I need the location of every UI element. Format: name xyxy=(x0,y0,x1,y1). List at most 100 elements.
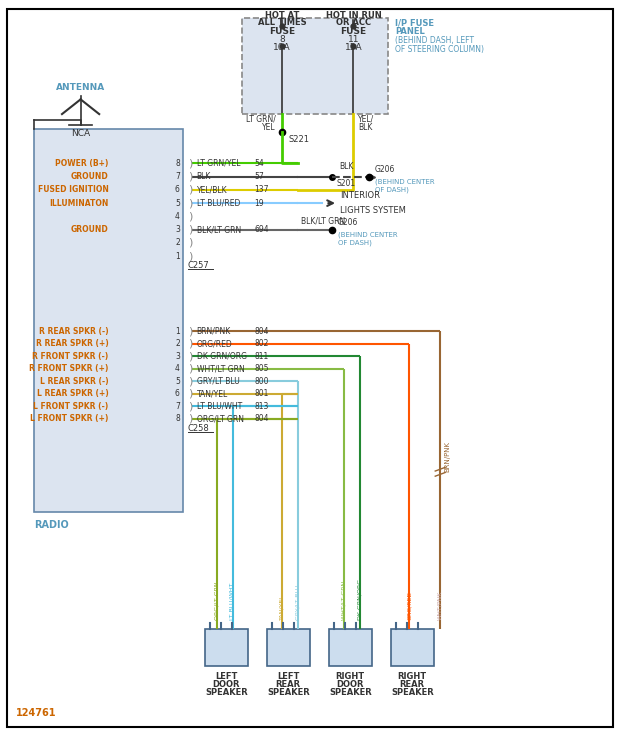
Text: YEL: YEL xyxy=(262,123,276,132)
Text: (BEHIND CENTER: (BEHIND CENTER xyxy=(375,179,435,185)
Text: YEL/BLK: YEL/BLK xyxy=(197,185,227,194)
Text: ILLUMINATON: ILLUMINATON xyxy=(49,199,108,208)
Text: 15A: 15A xyxy=(345,43,362,52)
Text: OF DASH): OF DASH) xyxy=(338,239,372,246)
Text: 54: 54 xyxy=(254,159,264,168)
Text: LT BLU/WHT: LT BLU/WHT xyxy=(197,402,242,411)
Text: ALL TIMES: ALL TIMES xyxy=(258,18,306,27)
Text: RIGHT: RIGHT xyxy=(336,672,365,681)
Text: ): ) xyxy=(188,364,192,374)
Text: ): ) xyxy=(188,185,192,195)
Text: GRY/LT BLU: GRY/LT BLU xyxy=(197,377,239,386)
Bar xyxy=(242,18,388,114)
Text: SPEAKER: SPEAKER xyxy=(205,688,247,697)
Text: TAN/YEL: TAN/YEL xyxy=(197,389,228,398)
Text: DOOR: DOOR xyxy=(337,680,364,689)
Text: 7: 7 xyxy=(175,172,180,181)
Text: S221: S221 xyxy=(288,135,309,144)
Text: ORG/RED: ORG/RED xyxy=(407,591,412,620)
Text: ): ) xyxy=(188,198,192,208)
Text: HOT IN RUN: HOT IN RUN xyxy=(326,11,381,20)
Text: (BEHIND DASH, LEFT: (BEHIND DASH, LEFT xyxy=(395,36,474,45)
Text: 124761: 124761 xyxy=(16,707,56,718)
Text: G206: G206 xyxy=(338,218,358,227)
Text: DOOR: DOOR xyxy=(213,680,240,689)
Text: ): ) xyxy=(188,376,192,386)
Text: 801: 801 xyxy=(254,389,268,398)
Text: 694: 694 xyxy=(254,225,269,234)
Text: LEFT: LEFT xyxy=(215,672,237,681)
Text: 2: 2 xyxy=(175,238,180,247)
Bar xyxy=(34,129,183,512)
Text: GROUND: GROUND xyxy=(71,172,108,181)
Text: WHT/LT GRN: WHT/LT GRN xyxy=(342,581,347,620)
Text: L FRONT SPKR (-): L FRONT SPKR (-) xyxy=(33,402,108,411)
Text: I/P FUSE: I/P FUSE xyxy=(395,18,434,27)
Text: 1: 1 xyxy=(175,252,180,261)
Text: GRY/LT BLU: GRY/LT BLU xyxy=(295,585,300,620)
Text: BLK: BLK xyxy=(197,172,211,181)
Text: ): ) xyxy=(188,158,192,169)
Text: ): ) xyxy=(188,171,192,182)
Text: 137: 137 xyxy=(254,185,268,194)
Text: (BEHIND CENTER: (BEHIND CENTER xyxy=(338,232,397,238)
Text: 804: 804 xyxy=(254,414,268,423)
Text: BRN/PNK: BRN/PNK xyxy=(197,327,231,336)
Text: 10A: 10A xyxy=(273,43,291,52)
Text: 4: 4 xyxy=(175,212,180,221)
Text: POWER (B+): POWER (B+) xyxy=(55,159,108,168)
Text: SPEAKER: SPEAKER xyxy=(267,688,309,697)
Text: ): ) xyxy=(188,326,192,336)
Text: SPEAKER: SPEAKER xyxy=(329,688,371,697)
Text: 11: 11 xyxy=(348,35,359,44)
Text: 4: 4 xyxy=(175,364,180,373)
Text: ): ) xyxy=(188,238,192,248)
Text: ): ) xyxy=(188,211,192,222)
Text: HOT AT: HOT AT xyxy=(265,11,299,20)
Text: 1: 1 xyxy=(175,327,180,336)
Text: G206: G206 xyxy=(375,165,396,174)
Text: 2: 2 xyxy=(175,339,180,348)
Text: ORG/LT GRN: ORG/LT GRN xyxy=(197,414,244,423)
Text: L REAR SPKR (-): L REAR SPKR (-) xyxy=(40,377,108,386)
Text: ANTENNA: ANTENNA xyxy=(56,83,105,92)
Bar xyxy=(267,629,310,666)
Text: 7: 7 xyxy=(175,402,180,411)
Text: 8: 8 xyxy=(279,35,285,44)
Bar xyxy=(205,629,248,666)
Text: LT BLU/WHT: LT BLU/WHT xyxy=(230,583,235,620)
Text: BLK: BLK xyxy=(358,123,373,132)
Text: NCA: NCA xyxy=(71,129,90,138)
Text: LT GRN/YEL: LT GRN/YEL xyxy=(197,159,240,168)
Text: ): ) xyxy=(188,224,192,235)
Text: 802: 802 xyxy=(254,339,268,348)
Text: FUSE: FUSE xyxy=(269,27,295,36)
Text: C258: C258 xyxy=(188,423,210,433)
Text: BLK/LT GRN: BLK/LT GRN xyxy=(197,225,241,234)
Bar xyxy=(391,629,434,666)
Text: OF STEERING COLUMN): OF STEERING COLUMN) xyxy=(395,45,484,54)
Text: L REAR SPKR (+): L REAR SPKR (+) xyxy=(37,389,108,398)
Text: 811: 811 xyxy=(254,352,268,361)
Text: WHT/LT GRN: WHT/LT GRN xyxy=(197,364,244,373)
Text: 8: 8 xyxy=(175,414,180,423)
Text: DK GRN/ORG: DK GRN/ORG xyxy=(197,352,247,361)
Text: 5: 5 xyxy=(175,199,180,208)
Text: 8: 8 xyxy=(175,159,180,168)
Text: R REAR SPKR (+): R REAR SPKR (+) xyxy=(36,339,108,348)
Text: LT GRN/: LT GRN/ xyxy=(246,115,276,124)
Text: ): ) xyxy=(188,339,192,349)
Text: 813: 813 xyxy=(254,402,268,411)
Text: OF DASH): OF DASH) xyxy=(375,186,409,193)
Text: DK GRN/ORG: DK GRN/ORG xyxy=(357,579,362,620)
Text: RIGHT: RIGHT xyxy=(398,672,427,681)
Text: ORG/RED: ORG/RED xyxy=(197,339,232,348)
Text: YEL/: YEL/ xyxy=(358,115,374,124)
Text: R REAR SPKR (-): R REAR SPKR (-) xyxy=(39,327,108,336)
Text: TAN/YEL: TAN/YEL xyxy=(280,595,285,620)
Text: SPEAKER: SPEAKER xyxy=(391,688,433,697)
Text: OR ACC: OR ACC xyxy=(336,18,371,27)
Text: C257: C257 xyxy=(188,261,210,270)
Text: BLK/LT GRN: BLK/LT GRN xyxy=(301,216,345,225)
Text: 6: 6 xyxy=(175,389,180,398)
